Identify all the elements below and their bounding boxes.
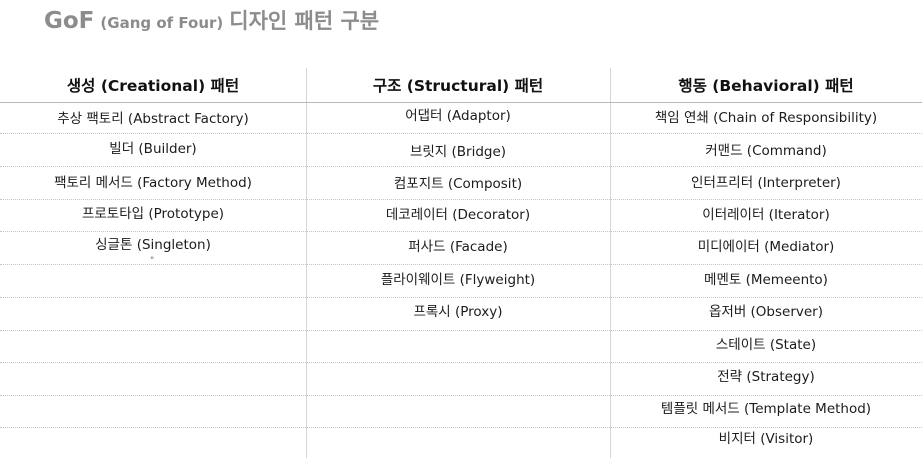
row-separator: [0, 362, 922, 363]
table-cell: 싱글톤 (Singleton): [95, 237, 211, 253]
table-cell: 플라이웨이트 (Flyweight): [380, 272, 536, 288]
table-cell: 이터레이터 (Iterator): [702, 207, 830, 223]
row-separator: [0, 199, 922, 200]
table-cell: 프록시 (Proxy): [413, 304, 503, 320]
column-header-behavioral: 행동 (Behavioral) 패턴: [678, 77, 854, 95]
row-separator: [0, 395, 922, 396]
row-separator: [0, 264, 922, 265]
table-cell: 메멘토 (Memeento): [704, 272, 828, 288]
table-cell: 미디에이터 (Mediator): [697, 239, 835, 255]
table-cell: 스테이트 (State): [715, 337, 817, 353]
table-cell: 템플릿 메서드 (Template Method): [660, 401, 872, 417]
column-divider: [306, 68, 307, 458]
title-main: GoF: [44, 8, 95, 34]
table-cell: 빌더 (Builder): [109, 141, 197, 157]
row-separator: [0, 166, 922, 167]
table-cell: 인터프리터 (Interpreter): [691, 175, 841, 191]
table-cell: 책임 연쇄 (Chain of Responsibility): [654, 110, 878, 126]
table-cell: 퍼사드 (Facade): [408, 239, 508, 255]
table-cell: 어댑터 (Adaptor): [405, 108, 511, 124]
row-separator: [0, 330, 922, 331]
table-cell: 브릿지 (Bridge): [409, 144, 507, 160]
column-divider: [610, 68, 611, 458]
stray-mark: ": [150, 256, 155, 266]
row-separator: [0, 297, 922, 298]
table-cell: 프로토타입 (Prototype): [81, 206, 225, 222]
title-korean: 디자인 패턴 구분: [229, 9, 380, 33]
table-cell: 커맨드 (Command): [705, 143, 827, 159]
row-separator: [0, 133, 922, 134]
title-subtitle: (Gang of Four): [100, 14, 224, 32]
table-cell: 컴포지트 (Composit): [393, 176, 523, 192]
table-cell: 비지터 (Visitor): [718, 431, 814, 447]
column-header-creational: 생성 (Creational) 패턴: [66, 77, 240, 95]
table-cell: 전략 (Strategy): [717, 369, 815, 385]
table-cell: 데코레이터 (Decorator): [385, 207, 531, 223]
row-separator: [0, 231, 922, 232]
table-cell: 옵저버 (Observer): [708, 304, 823, 320]
table-cell: 팩토리 메서드 (Factory Method): [54, 175, 252, 191]
table-cell: 추상 팩토리 (Abstract Factory): [57, 111, 249, 127]
column-header-structural: 구조 (Structural) 패턴: [372, 77, 544, 95]
row-separator: [0, 427, 922, 428]
header-rule: [0, 102, 922, 103]
page-title: GoF (Gang of Four) 디자인 패턴 구분: [44, 6, 379, 38]
